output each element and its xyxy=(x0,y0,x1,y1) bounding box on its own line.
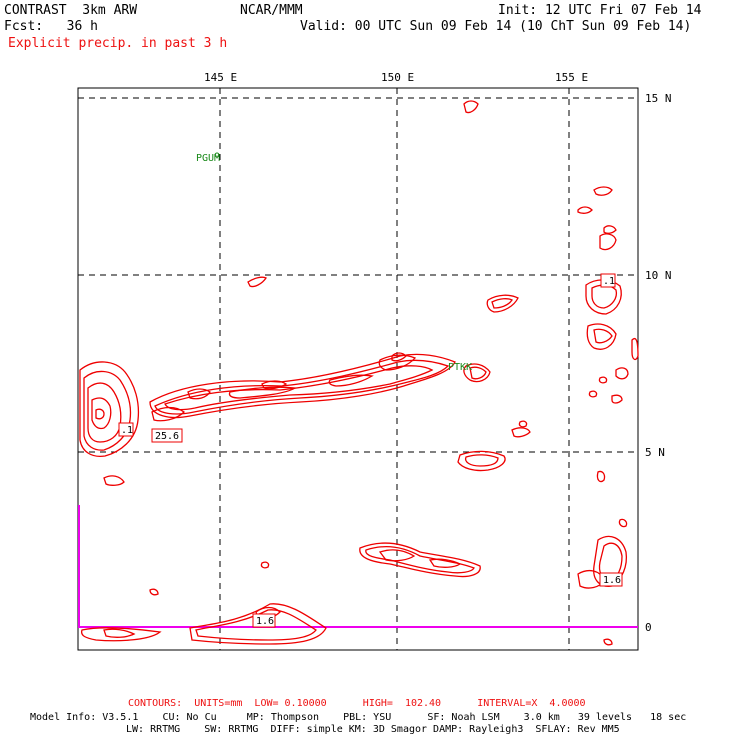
equator-band xyxy=(80,603,327,645)
contour-info: CONTOURS: UNITS=mm LOW= 0.10000 HIGH= 10… xyxy=(128,698,586,709)
init-time: Init: 12 UTC Fri 07 Feb 14 xyxy=(498,3,702,18)
lat-label-0: 0 xyxy=(645,621,652,634)
lon-label-145: 145 E xyxy=(204,71,237,84)
organization: NCAR/MMM xyxy=(240,3,303,18)
lon-label-150: 150 E xyxy=(381,71,414,84)
contour-label-3: .1 xyxy=(600,273,616,288)
contour-label-5: 1.6 xyxy=(599,572,623,587)
svg-text:.1: .1 xyxy=(121,425,133,436)
blob-west-10n xyxy=(247,276,267,288)
model-info-line-2: LW: RRTMG SW: RRTMG DIFF: simple KM: 3D … xyxy=(126,724,620,735)
contour-label-1: .1 xyxy=(118,422,134,437)
contour-label-4: 1.6 xyxy=(252,613,276,628)
south-band xyxy=(359,542,481,578)
blob-6n xyxy=(511,427,531,438)
forecast-hour: Fcst: 36 h xyxy=(4,19,98,34)
svg-text:25.6: 25.6 xyxy=(155,431,179,442)
west-blob xyxy=(79,361,140,458)
blob-9n xyxy=(486,294,519,313)
valid-time: Valid: 00 UTC Sun 09 Feb 14 (10 ChT Sun … xyxy=(300,19,692,34)
lon-label-155: 155 E xyxy=(555,71,588,84)
blob-sw xyxy=(103,475,125,486)
blob-ptkk xyxy=(463,363,491,383)
lat-label-10: 10 N xyxy=(645,269,672,282)
blob-5n xyxy=(457,450,506,472)
model-title: CONTRAST 3km ARW xyxy=(4,3,138,18)
svg-text:1.6: 1.6 xyxy=(256,616,274,627)
contour-label-2: 25.6 xyxy=(151,428,183,443)
precip-contours xyxy=(79,100,639,646)
itcz-band xyxy=(149,352,456,422)
map-frame xyxy=(77,87,639,651)
lat-lon-grid xyxy=(78,88,638,650)
station-label-pgum: PGUM xyxy=(196,153,220,164)
blob-15n xyxy=(463,100,479,114)
svg-text:.1: .1 xyxy=(603,276,615,287)
station-pgum: PGUM xyxy=(196,152,220,164)
svg-text:1.6: 1.6 xyxy=(603,575,621,586)
station-label-ptkk: PTKK xyxy=(448,362,472,373)
model-info-line-1: Model Info: V3.5.1 CU: No Cu MP: Thompso… xyxy=(30,712,687,723)
lat-label-15: 15 N xyxy=(645,92,672,105)
lat-label-5: 5 N xyxy=(645,446,665,459)
station-ptkk: PTKK xyxy=(448,362,472,373)
station-marker-pgum xyxy=(214,152,220,158)
field-title: Explicit precip. in past 3 h xyxy=(8,36,228,51)
